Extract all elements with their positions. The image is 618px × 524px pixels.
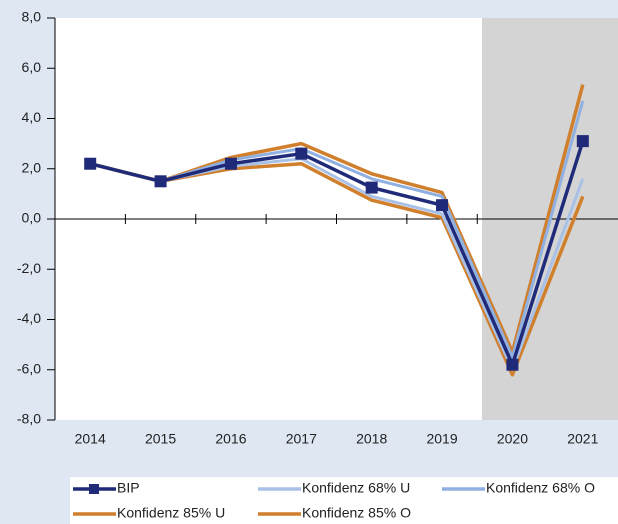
x-tick-label: 2017 — [286, 431, 317, 447]
legend-label: Konfidenz 85% O — [302, 505, 411, 521]
x-tick-label: 2021 — [567, 431, 598, 447]
legend-label: Konfidenz 68% U — [302, 480, 410, 496]
legend-label: Konfidenz 68% O — [486, 480, 595, 496]
y-tick-label: -8,0 — [17, 411, 41, 427]
legend-label: Konfidenz 85% U — [117, 505, 225, 521]
x-tick-label: 2020 — [497, 431, 528, 447]
y-tick-label: 0,0 — [22, 210, 42, 226]
y-tick-label: 4,0 — [22, 109, 42, 125]
y-tick-label: -2,0 — [17, 260, 41, 276]
x-tick-label: 2014 — [75, 431, 106, 447]
y-tick-label: 8,0 — [22, 9, 42, 25]
marker — [365, 181, 378, 194]
marker — [576, 135, 589, 148]
series-line — [89, 140, 585, 367]
marker — [224, 157, 237, 170]
legend-marker — [89, 484, 99, 494]
marker — [295, 147, 308, 160]
x-tick-label: 2018 — [356, 431, 387, 447]
marker — [436, 199, 449, 212]
y-tick-label: 6,0 — [22, 59, 42, 75]
x-tick-label: 2016 — [215, 431, 246, 447]
legend-label: BIP — [117, 480, 140, 496]
y-tick-label: 2,0 — [22, 159, 42, 175]
legend — [70, 477, 618, 524]
y-tick-label: -4,0 — [17, 310, 41, 326]
marker — [84, 157, 97, 170]
x-tick-label: 2019 — [426, 431, 457, 447]
x-tick-label: 2015 — [145, 431, 176, 447]
marker — [506, 358, 519, 371]
y-tick-label: -6,0 — [17, 360, 41, 376]
marker — [154, 175, 167, 188]
